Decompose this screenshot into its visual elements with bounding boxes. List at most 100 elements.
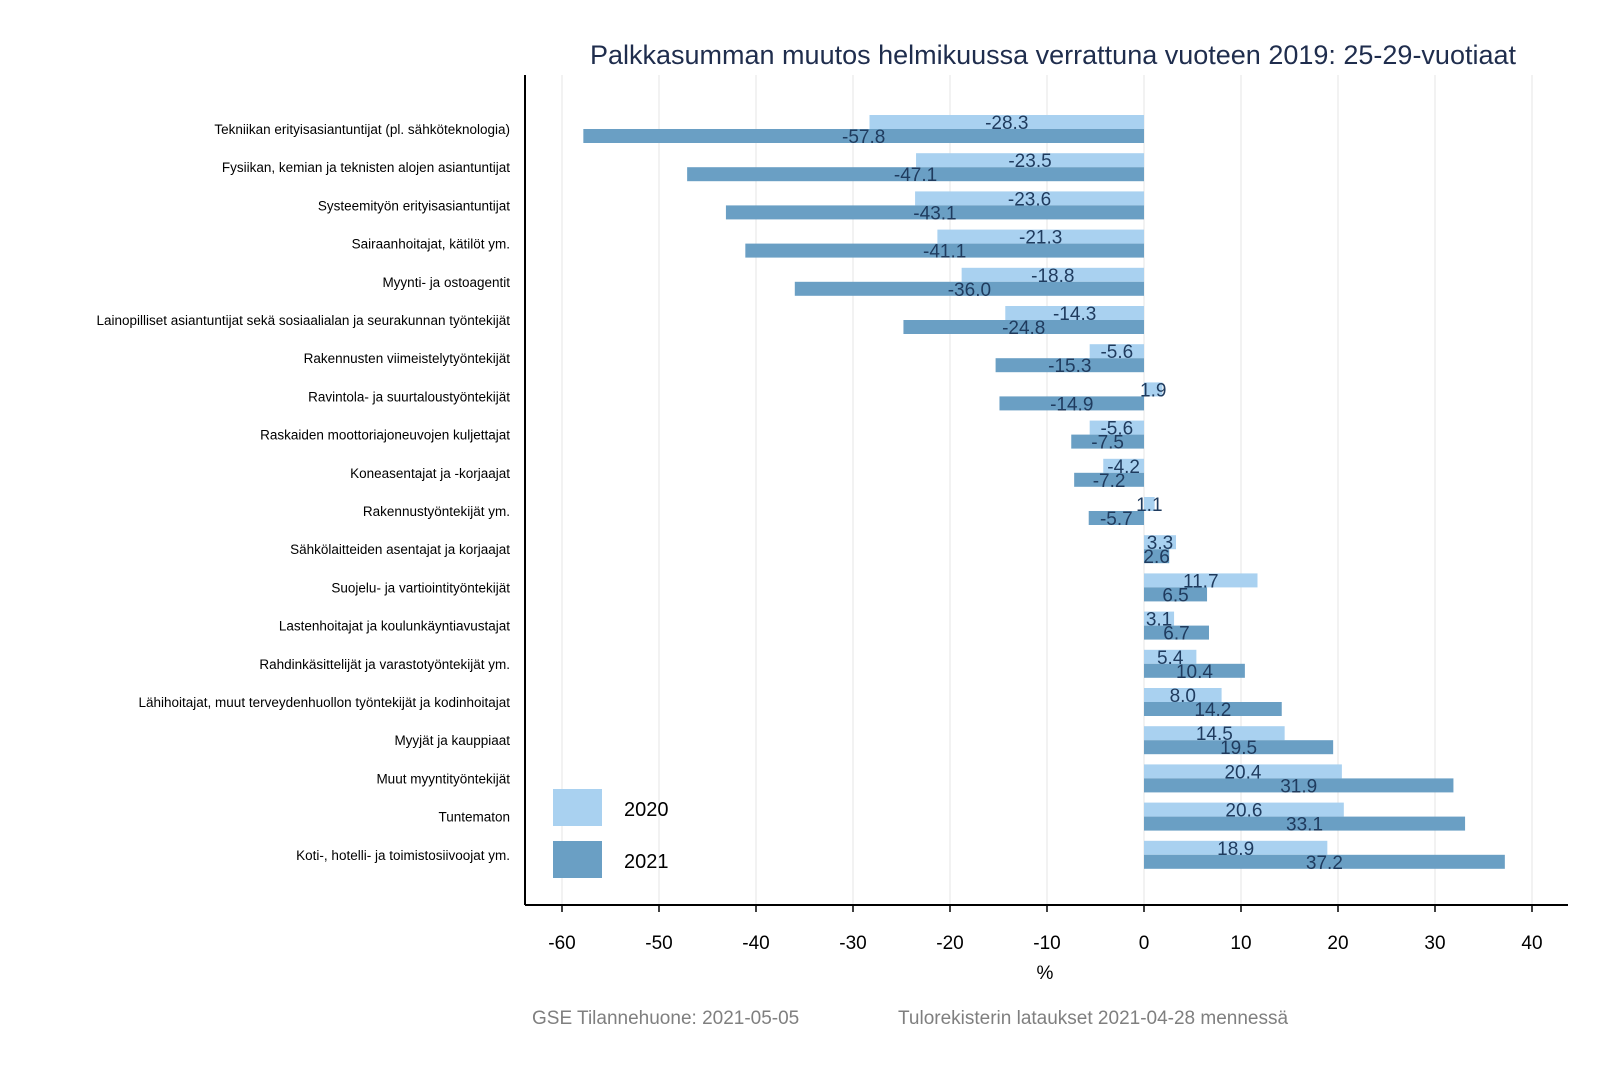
category-label: Tuntematon xyxy=(438,810,510,825)
data-label-2021: 2.6 xyxy=(1143,547,1169,568)
legend: 2020 2021 xyxy=(553,789,669,878)
category-label: Myyjät ja kauppiaat xyxy=(394,733,510,748)
bar-2020 xyxy=(1089,420,1144,435)
bar-2021 xyxy=(1144,702,1282,716)
bar-2020 xyxy=(915,191,1144,206)
bar-2020 xyxy=(1144,840,1328,855)
bar-2020 xyxy=(1144,688,1222,702)
category-label: Lähihoitajat, muut terveydenhuollon työn… xyxy=(139,695,511,710)
bar-2020 xyxy=(1144,535,1177,550)
bar-2021 xyxy=(725,205,1144,220)
data-label-2021: -41.1 xyxy=(923,242,966,263)
data-label-2020: -23.6 xyxy=(1008,189,1051,210)
x-tick-label: 40 xyxy=(1521,933,1542,954)
legend-label-2020: 2020 xyxy=(624,799,669,821)
data-label-2020: 1.1 xyxy=(1136,495,1162,516)
bar-2020 xyxy=(1144,802,1344,817)
bar-2020 xyxy=(961,267,1144,282)
category-label: Sairaanhoitajat, kätilöt ym. xyxy=(352,237,510,252)
bar-2021 xyxy=(794,281,1144,296)
footer-left: GSE Tilannehuone: 2021-05-05 xyxy=(532,1008,799,1029)
footer-right: Tulorekisterin lataukset 2021-04-28 menn… xyxy=(898,1008,1288,1029)
category-label: Rakennusten viimeistelytyöntekijät xyxy=(304,351,511,366)
bar-2021 xyxy=(1144,854,1505,869)
bar-2021 xyxy=(1144,816,1466,831)
bar-2020 xyxy=(1144,573,1258,588)
x-tick-label: -50 xyxy=(645,933,672,954)
category-label: Tekniikan erityisasiantuntijat (pl. sähk… xyxy=(214,122,510,137)
category-label: Raskaiden moottoriajoneuvojen kuljettaja… xyxy=(260,428,510,443)
data-label-2021: 19.5 xyxy=(1220,738,1257,759)
x-tick-label: -20 xyxy=(936,933,963,954)
data-label-2020: 11.7 xyxy=(1183,571,1219,592)
x-tick-label: -10 xyxy=(1033,933,1060,954)
data-label-2021: -43.1 xyxy=(913,203,956,224)
bar-2021 xyxy=(1071,434,1144,449)
bar-2021 xyxy=(687,167,1144,182)
data-label-2021: 31.9 xyxy=(1280,776,1317,797)
data-label-2020: 3.3 xyxy=(1147,533,1173,554)
category-label: Sähkölaitteiden asentajat ja korjaajat xyxy=(290,542,510,557)
data-label-2020: 14.5 xyxy=(1196,724,1233,745)
x-tick-label: -60 xyxy=(548,933,575,954)
data-label-2020: 1.9 xyxy=(1140,380,1166,401)
bar-2020 xyxy=(1144,726,1285,741)
data-label-2020: 8.0 xyxy=(1170,686,1196,707)
bar-2020 xyxy=(937,229,1144,244)
x-axis-label: % xyxy=(1037,963,1054,984)
category-label: Fysiikan, kemian ja teknisten alojen asi… xyxy=(222,160,510,175)
data-label-2021: 6.7 xyxy=(1163,624,1189,645)
bar-2020 xyxy=(1103,458,1144,473)
bar-2021 xyxy=(1144,625,1209,640)
bar-2020 xyxy=(1144,649,1197,664)
bar-2021 xyxy=(999,396,1144,411)
bar-2021 xyxy=(583,129,1144,143)
data-label-2020: 20.6 xyxy=(1225,801,1262,822)
data-label-2020: 3.1 xyxy=(1146,610,1172,631)
bar-2021 xyxy=(1088,511,1144,525)
x-tick-label: -40 xyxy=(742,933,769,954)
data-label-2020: -18.8 xyxy=(1031,266,1074,287)
bar-2021 xyxy=(995,358,1144,373)
bar-2020 xyxy=(869,115,1144,129)
category-label: Myynti- ja ostoagentit xyxy=(382,275,510,290)
data-label-2021: 10.4 xyxy=(1176,662,1213,683)
data-label-2021: 33.1 xyxy=(1286,815,1323,836)
data-label-2021: -14.9 xyxy=(1050,394,1093,415)
bar-2021 xyxy=(1144,663,1245,678)
x-ticks: -60 -50 -40 -30 -20 -10 0 10 20 30 40 xyxy=(548,905,1543,954)
legend-swatch-2020 xyxy=(553,789,602,826)
category-label: Ravintola- ja suurtaloustyöntekijät xyxy=(308,389,510,404)
bar-2020 xyxy=(916,153,1144,168)
bar-2021 xyxy=(1074,472,1144,487)
data-label-2021: -7.5 xyxy=(1091,433,1124,454)
category-label: Rakennustyöntekijät ym. xyxy=(363,504,510,519)
data-label-2020: -28.3 xyxy=(985,113,1028,134)
data-label-2021: -24.8 xyxy=(1002,318,1045,339)
bar-2021 xyxy=(903,320,1144,334)
data-label-2021: -5.7 xyxy=(1100,509,1133,530)
x-tick-label: 10 xyxy=(1230,933,1251,954)
category-label: Koneasentajat ja -korjaajat xyxy=(350,466,510,481)
data-label-2021: -15.3 xyxy=(1048,356,1091,377)
data-label-2020: 5.4 xyxy=(1157,648,1184,669)
bar-2021 xyxy=(1144,549,1170,564)
data-label-2021: 37.2 xyxy=(1306,853,1343,874)
data-label-2020: -4.2 xyxy=(1107,457,1140,478)
chart-title: Palkkasumman muutos helmikuussa verrattu… xyxy=(590,40,1517,70)
category-label: Systeemityön erityisasiantuntijat xyxy=(318,198,510,213)
bar-2020 xyxy=(1144,611,1175,626)
data-label-2020: 20.4 xyxy=(1224,762,1261,783)
data-label-2021: -7.2 xyxy=(1093,471,1126,492)
bar-2021 xyxy=(1144,740,1334,755)
data-label-2021: -47.1 xyxy=(894,165,937,186)
bars-layer xyxy=(583,115,1505,869)
category-label: Muut myyntityöntekijät xyxy=(376,771,510,786)
data-label-2020: -5.6 xyxy=(1100,342,1133,363)
x-tick-label: 30 xyxy=(1424,933,1445,954)
data-label-2020: -14.3 xyxy=(1053,304,1096,325)
legend-label-2021: 2021 xyxy=(624,851,669,873)
bar-2020 xyxy=(1005,306,1144,320)
data-label-2020: -23.5 xyxy=(1008,151,1051,172)
